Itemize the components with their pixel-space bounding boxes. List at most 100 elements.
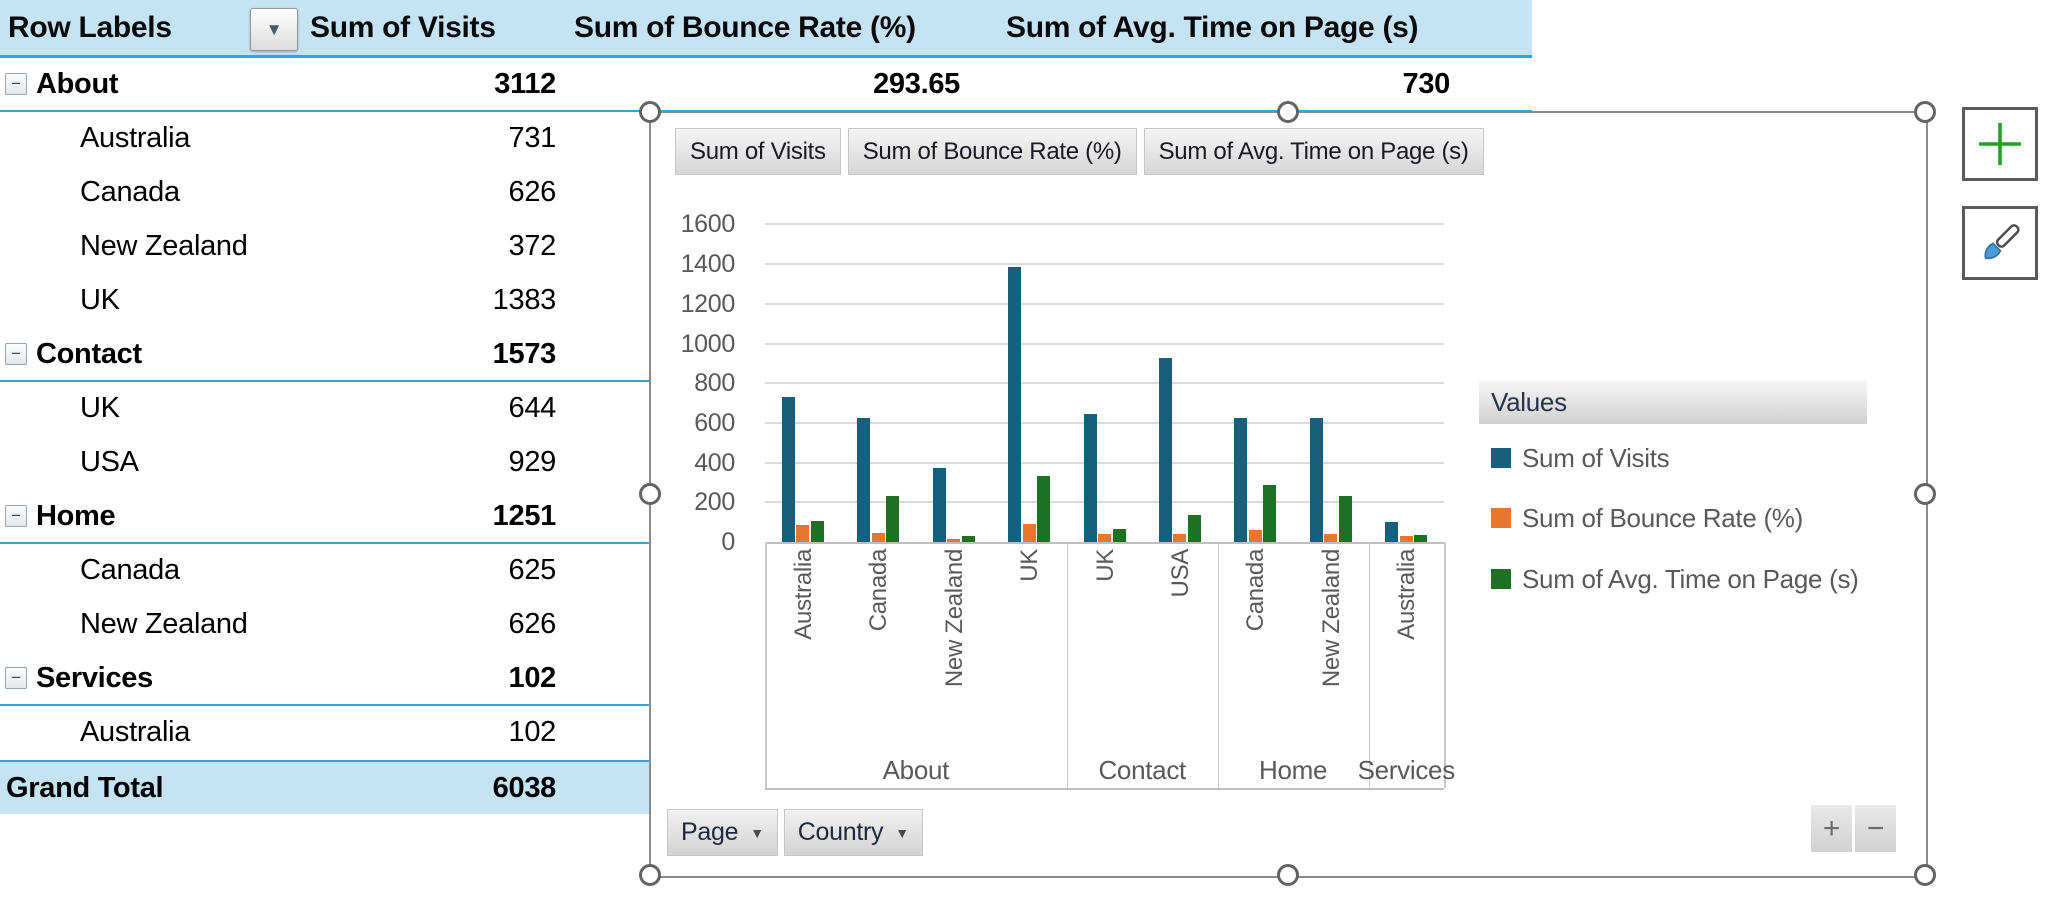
visits-value-cell[interactable]: 3112 (494, 68, 556, 100)
row-label-cell[interactable]: Australia (80, 122, 191, 154)
row-label-cell[interactable]: Grand Total (6, 772, 164, 804)
bar-sum-of-bounce-rate-canada[interactable] (871, 533, 885, 542)
collapse-button[interactable]: − (5, 343, 27, 365)
table-row-canada: Canada 626 (0, 166, 1532, 220)
visits-value-cell[interactable]: 625 (508, 554, 557, 586)
bar-sum-of-avg-time-on-page-s-australia[interactable] (810, 521, 824, 542)
row-label-cell[interactable]: About (36, 68, 119, 100)
column-header-visits[interactable]: Sum of Visits (310, 11, 496, 44)
bar-sum-of-avg-time-on-page-s-canada[interactable] (886, 496, 900, 542)
bar-sum-of-avg-time-on-page-s-australia[interactable] (1414, 535, 1428, 542)
row-label-cell[interactable]: USA (80, 446, 139, 478)
resize-handle[interactable] (1276, 101, 1299, 123)
bar-sum-of-avg-time-on-page-s-new-zealand[interactable] (961, 536, 975, 542)
row-label-cell[interactable]: UK (80, 392, 120, 424)
bar-sum-of-visits-canada[interactable] (857, 417, 871, 542)
axis-field-label: Country (797, 818, 884, 846)
resize-handle[interactable] (639, 101, 661, 123)
legend-item[interactable]: Sum of Visits (1491, 443, 1670, 473)
bar-sum-of-avg-time-on-page-s-canada[interactable] (1263, 485, 1277, 542)
pivot-chart[interactable]: Sum of Visits Sum of Bounce Rate (%) Sum o… (639, 101, 1936, 886)
row-label-cell[interactable]: Canada (80, 176, 180, 208)
visits-value-cell[interactable]: 102 (508, 662, 557, 694)
resize-handle[interactable] (1914, 101, 1936, 123)
zoom-in-button[interactable]: + (1811, 805, 1852, 852)
bar-sum-of-bounce-rate-new-zealand[interactable] (947, 539, 961, 542)
value-field-button[interactable]: Sum of Visits (675, 128, 841, 175)
row-labels-filter-button[interactable]: ▼ (250, 8, 298, 51)
avg-time-value-cell[interactable]: 730 (1402, 68, 1451, 100)
visits-value-cell[interactable]: 1383 (492, 284, 557, 316)
legend-item[interactable]: Sum of Avg. Time on Page (s) (1491, 564, 1859, 594)
bar-sum-of-avg-time-on-page-s-uk[interactable] (1112, 529, 1126, 542)
visits-value-cell[interactable]: 929 (508, 446, 557, 478)
legend-title[interactable]: Values (1479, 380, 1867, 424)
value-field-button[interactable]: Sum of Bounce Rate (%) (847, 128, 1137, 175)
axis-field-button-page[interactable]: Page ▼ (667, 809, 778, 856)
visits-value-cell[interactable]: 6038 (492, 772, 557, 804)
column-header-bounce-rate[interactable]: Sum of Bounce Rate (%) (574, 11, 916, 44)
visits-value-cell[interactable]: 102 (508, 716, 557, 748)
row-label-cell[interactable]: UK (80, 284, 120, 316)
resize-handle[interactable] (639, 482, 661, 505)
legend-item[interactable]: Sum of Bounce Rate (%) (1491, 503, 1803, 533)
bar-sum-of-visits-usa[interactable] (1158, 357, 1172, 542)
y-axis-tick-label: 600 (694, 408, 735, 437)
row-labels-header[interactable]: Row Labels (8, 11, 172, 44)
resize-handle[interactable] (1276, 864, 1299, 886)
visits-value-cell[interactable]: 626 (508, 608, 557, 640)
collapse-button[interactable]: − (5, 667, 27, 689)
visits-value-cell[interactable]: 1251 (492, 500, 557, 532)
row-label-cell[interactable]: New Zealand (80, 230, 248, 262)
collapse-button[interactable]: − (5, 505, 27, 527)
row-label-cell[interactable]: New Zealand (80, 608, 248, 640)
bar-sum-of-avg-time-on-page-s-uk[interactable] (1037, 475, 1051, 542)
bar-sum-of-bounce-rate-australia[interactable] (796, 524, 810, 542)
column-header-avg-time[interactable]: Sum of Avg. Time on Page (s) (1006, 11, 1419, 44)
visits-value-cell[interactable]: 731 (508, 122, 557, 154)
x-axis-category-label: Australia (789, 549, 817, 640)
resize-handle[interactable] (639, 864, 661, 886)
row-label-cell[interactable]: Canada (80, 554, 180, 586)
bounce-rate-value-cell[interactable]: 293.65 (873, 68, 960, 100)
bar-sum-of-avg-time-on-page-s-usa[interactable] (1187, 515, 1201, 542)
row-label-cell[interactable]: Home (36, 500, 116, 532)
table-row-new-zealand: New Zealand 626 (0, 598, 1532, 652)
resize-handle[interactable] (1914, 864, 1936, 886)
bar-sum-of-avg-time-on-page-s-new-zealand[interactable] (1338, 496, 1352, 542)
bar-sum-of-visits-canada[interactable] (1234, 417, 1248, 542)
legend-swatch (1491, 569, 1511, 589)
table-row-about: − About 3112 293.65 730 (0, 58, 1532, 112)
bar-sum-of-visits-australia[interactable] (781, 396, 795, 542)
chart-styles-button[interactable] (1962, 206, 2038, 280)
bar-sum-of-visits-uk[interactable] (1083, 414, 1097, 542)
visits-value-cell[interactable]: 372 (508, 230, 557, 262)
row-label-cell[interactable]: Services (36, 662, 153, 694)
visits-value-cell[interactable]: 644 (508, 392, 557, 424)
bar-sum-of-visits-new-zealand[interactable] (932, 468, 946, 542)
bar-sum-of-bounce-rate-usa[interactable] (1173, 533, 1187, 542)
collapse-button[interactable]: − (5, 73, 27, 95)
chart-zoom-buttons: + − (1811, 805, 1896, 852)
y-axis-tick-label: 200 (694, 488, 735, 517)
table-row-uk: UK 644 (0, 382, 1532, 436)
bar-sum-of-bounce-rate-uk[interactable] (1098, 533, 1111, 542)
value-field-button[interactable]: Sum of Avg. Time on Page (s) (1143, 128, 1484, 175)
zoom-out-button[interactable]: − (1855, 805, 1896, 852)
bar-sum-of-bounce-rate-canada[interactable] (1248, 530, 1262, 542)
bar-sum-of-visits-australia[interactable] (1385, 521, 1399, 542)
bar-sum-of-bounce-rate-uk[interactable] (1022, 524, 1036, 542)
bar-sum-of-bounce-rate-australia[interactable] (1399, 536, 1413, 542)
bar-sum-of-bounce-rate-new-zealand[interactable] (1324, 533, 1338, 542)
gridline (765, 382, 1444, 385)
chart-elements-button[interactable] (1962, 107, 2038, 181)
row-label-cell[interactable]: Contact (36, 338, 142, 370)
visits-value-cell[interactable]: 626 (508, 176, 557, 208)
resize-handle[interactable] (1914, 482, 1936, 505)
bar-sum-of-visits-uk[interactable] (1008, 267, 1022, 542)
bar-sum-of-visits-new-zealand[interactable] (1309, 417, 1323, 542)
x-axis-category-label: USA (1166, 549, 1194, 598)
axis-field-button-country[interactable]: Country ▼ (783, 809, 923, 856)
visits-value-cell[interactable]: 1573 (492, 338, 557, 370)
row-label-cell[interactable]: Australia (80, 716, 191, 748)
